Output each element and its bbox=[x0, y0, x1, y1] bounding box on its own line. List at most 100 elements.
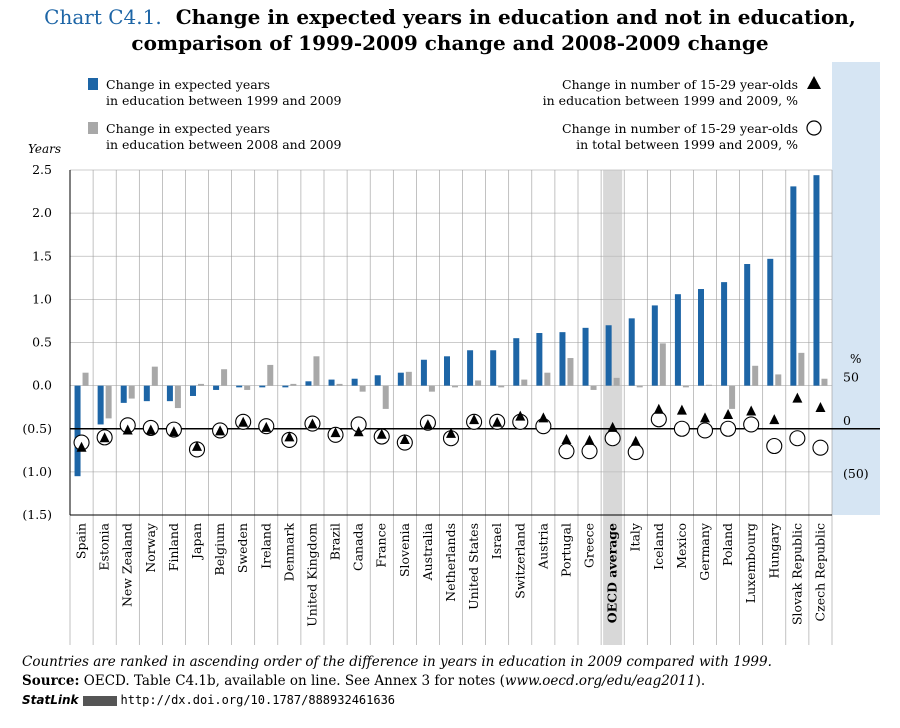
bar-1999-2009 bbox=[698, 289, 704, 386]
category-label: Luxembourg bbox=[743, 523, 758, 603]
source-line: Source: OECD. Table C4.1b, available on … bbox=[22, 672, 882, 691]
legend-circle-line2: in total between 1999 and 2009, % bbox=[576, 137, 798, 152]
bar-1999-2009 bbox=[190, 385, 196, 396]
marker-total-change bbox=[581, 443, 598, 460]
category-label: Mexico bbox=[674, 523, 689, 569]
legend-circle-line1: Change in number of 15-29 year-olds bbox=[562, 121, 798, 136]
bar-2008-2009 bbox=[82, 372, 89, 386]
bar-2008-2009 bbox=[428, 385, 435, 392]
marker-education-change bbox=[723, 408, 734, 419]
bar-2008-2009 bbox=[659, 343, 666, 386]
bar-1999-2009 bbox=[790, 186, 797, 386]
bar-2008-2009 bbox=[267, 364, 274, 386]
marker-education-change bbox=[168, 426, 179, 437]
right-axis-panel bbox=[832, 62, 880, 515]
bar-1999-2009 bbox=[582, 327, 589, 386]
marker-education-change bbox=[76, 441, 87, 452]
source-label: Source: bbox=[22, 673, 80, 689]
marker-education-change bbox=[376, 428, 387, 439]
bar-2008-2009 bbox=[775, 374, 782, 386]
bar-2008-2009 bbox=[521, 379, 528, 386]
marker-total-change bbox=[696, 422, 714, 439]
marker-education-change bbox=[399, 433, 410, 444]
category-label: Italy bbox=[628, 522, 643, 551]
y-axis-label: Years bbox=[28, 142, 61, 156]
bar-2008-2009 bbox=[752, 365, 759, 386]
title-line-2: comparison of 1999-2009 change and 2008-… bbox=[131, 31, 769, 55]
marker-education-change bbox=[446, 427, 456, 438]
legend-blue-line1: Change in expected years bbox=[106, 77, 270, 92]
y-tick-label: 0.0 bbox=[32, 378, 52, 393]
marker-total-change bbox=[650, 411, 667, 428]
category-label: Poland bbox=[720, 523, 735, 566]
bar-1999-2009 bbox=[605, 325, 612, 386]
marker-total-change bbox=[558, 443, 575, 460]
source-url[interactable]: www.oecd.org/edu/eag2011 bbox=[504, 673, 696, 689]
bar-1999-2009 bbox=[305, 381, 312, 386]
category-label: Czech Republic bbox=[812, 523, 827, 621]
plot-area: 2.5 2.0 1.5 1.0 0.5 0.0 (0.5) (1.0) (1.5) 50 0 (50)… bbox=[22, 162, 880, 645]
bar-2008-2009 bbox=[174, 385, 181, 409]
marker-education-change bbox=[330, 427, 341, 438]
bar-1999-2009 bbox=[628, 318, 635, 386]
title-line-1: Change in expected years in education an… bbox=[175, 5, 856, 29]
category-label: Slovak Republic bbox=[789, 523, 804, 625]
bar-1999-2009 bbox=[559, 332, 566, 386]
marker-education-change bbox=[700, 412, 710, 423]
statlink-url[interactable]: http://dx.doi.org/10.1787/888932461636 bbox=[120, 693, 396, 707]
legend-circle-icon bbox=[806, 120, 822, 136]
marker-education-change bbox=[261, 421, 272, 432]
category-label: Spain bbox=[74, 523, 89, 559]
category-label: France bbox=[374, 523, 389, 568]
y-tick-label: 1.5 bbox=[32, 248, 52, 263]
marker-education-change bbox=[584, 434, 595, 445]
bar-chart: Change in expected years in education be… bbox=[22, 62, 880, 645]
legend-triangle-line2: in education between 1999 and 2009, % bbox=[543, 93, 798, 108]
category-label: Austria bbox=[535, 522, 550, 569]
bar-2008-2009 bbox=[151, 366, 158, 386]
bar-1999-2009 bbox=[120, 385, 127, 403]
bar-2008-2009 bbox=[452, 385, 458, 388]
marker-total-change bbox=[789, 430, 806, 447]
bar-1999-2009 bbox=[744, 264, 751, 386]
bar-2008-2009 bbox=[475, 380, 482, 386]
category-label: Finland bbox=[166, 523, 181, 571]
marker-education-change bbox=[145, 424, 156, 435]
bar-2008-2009 bbox=[821, 378, 828, 386]
bar-1999-2009 bbox=[674, 294, 681, 386]
bar-1999-2009 bbox=[328, 379, 335, 386]
category-label: Netherlands bbox=[443, 523, 458, 602]
category-label: Australia bbox=[420, 522, 435, 581]
category-label: Greece bbox=[582, 523, 597, 568]
bar-2008-2009 bbox=[405, 371, 412, 386]
y-tick-label: 0.5 bbox=[32, 335, 52, 350]
category-label: Denmark bbox=[281, 523, 296, 582]
marker-education-change bbox=[122, 424, 133, 435]
bar-2008-2009 bbox=[613, 377, 620, 386]
bar-1999-2009 bbox=[351, 378, 358, 386]
bar-1999-2009 bbox=[721, 282, 728, 386]
legend-gray-swatch bbox=[88, 122, 98, 134]
marker-total-change bbox=[720, 420, 737, 437]
marker-education-change bbox=[192, 440, 202, 451]
bar-2008-2009 bbox=[636, 385, 643, 388]
category-label: Sweden bbox=[235, 523, 250, 573]
category-label: Slovenia bbox=[397, 522, 412, 577]
legend-gray-line2: in education between 2008 and 2009 bbox=[106, 137, 342, 152]
footnote: Countries are ranked in ascending order … bbox=[22, 654, 772, 670]
marker-total-change bbox=[604, 430, 621, 447]
category-label: Brazil bbox=[328, 523, 343, 560]
bar-2008-2009 bbox=[290, 383, 297, 386]
bar-2008-2009 bbox=[128, 385, 135, 399]
bar-1999-2009 bbox=[282, 385, 289, 388]
bar-2008-2009 bbox=[221, 369, 228, 386]
marker-education-change bbox=[284, 431, 295, 442]
marker-education-change bbox=[561, 433, 572, 444]
statlink-line: StatLink http://dx.doi.org/10.1787/888932… bbox=[22, 691, 882, 710]
marker-education-change bbox=[792, 392, 803, 403]
marker-education-change bbox=[769, 414, 780, 425]
bar-2008-2009 bbox=[590, 385, 597, 390]
marker-education-change bbox=[353, 426, 364, 437]
category-label: Norway bbox=[143, 522, 158, 573]
marker-education-change bbox=[469, 414, 480, 425]
